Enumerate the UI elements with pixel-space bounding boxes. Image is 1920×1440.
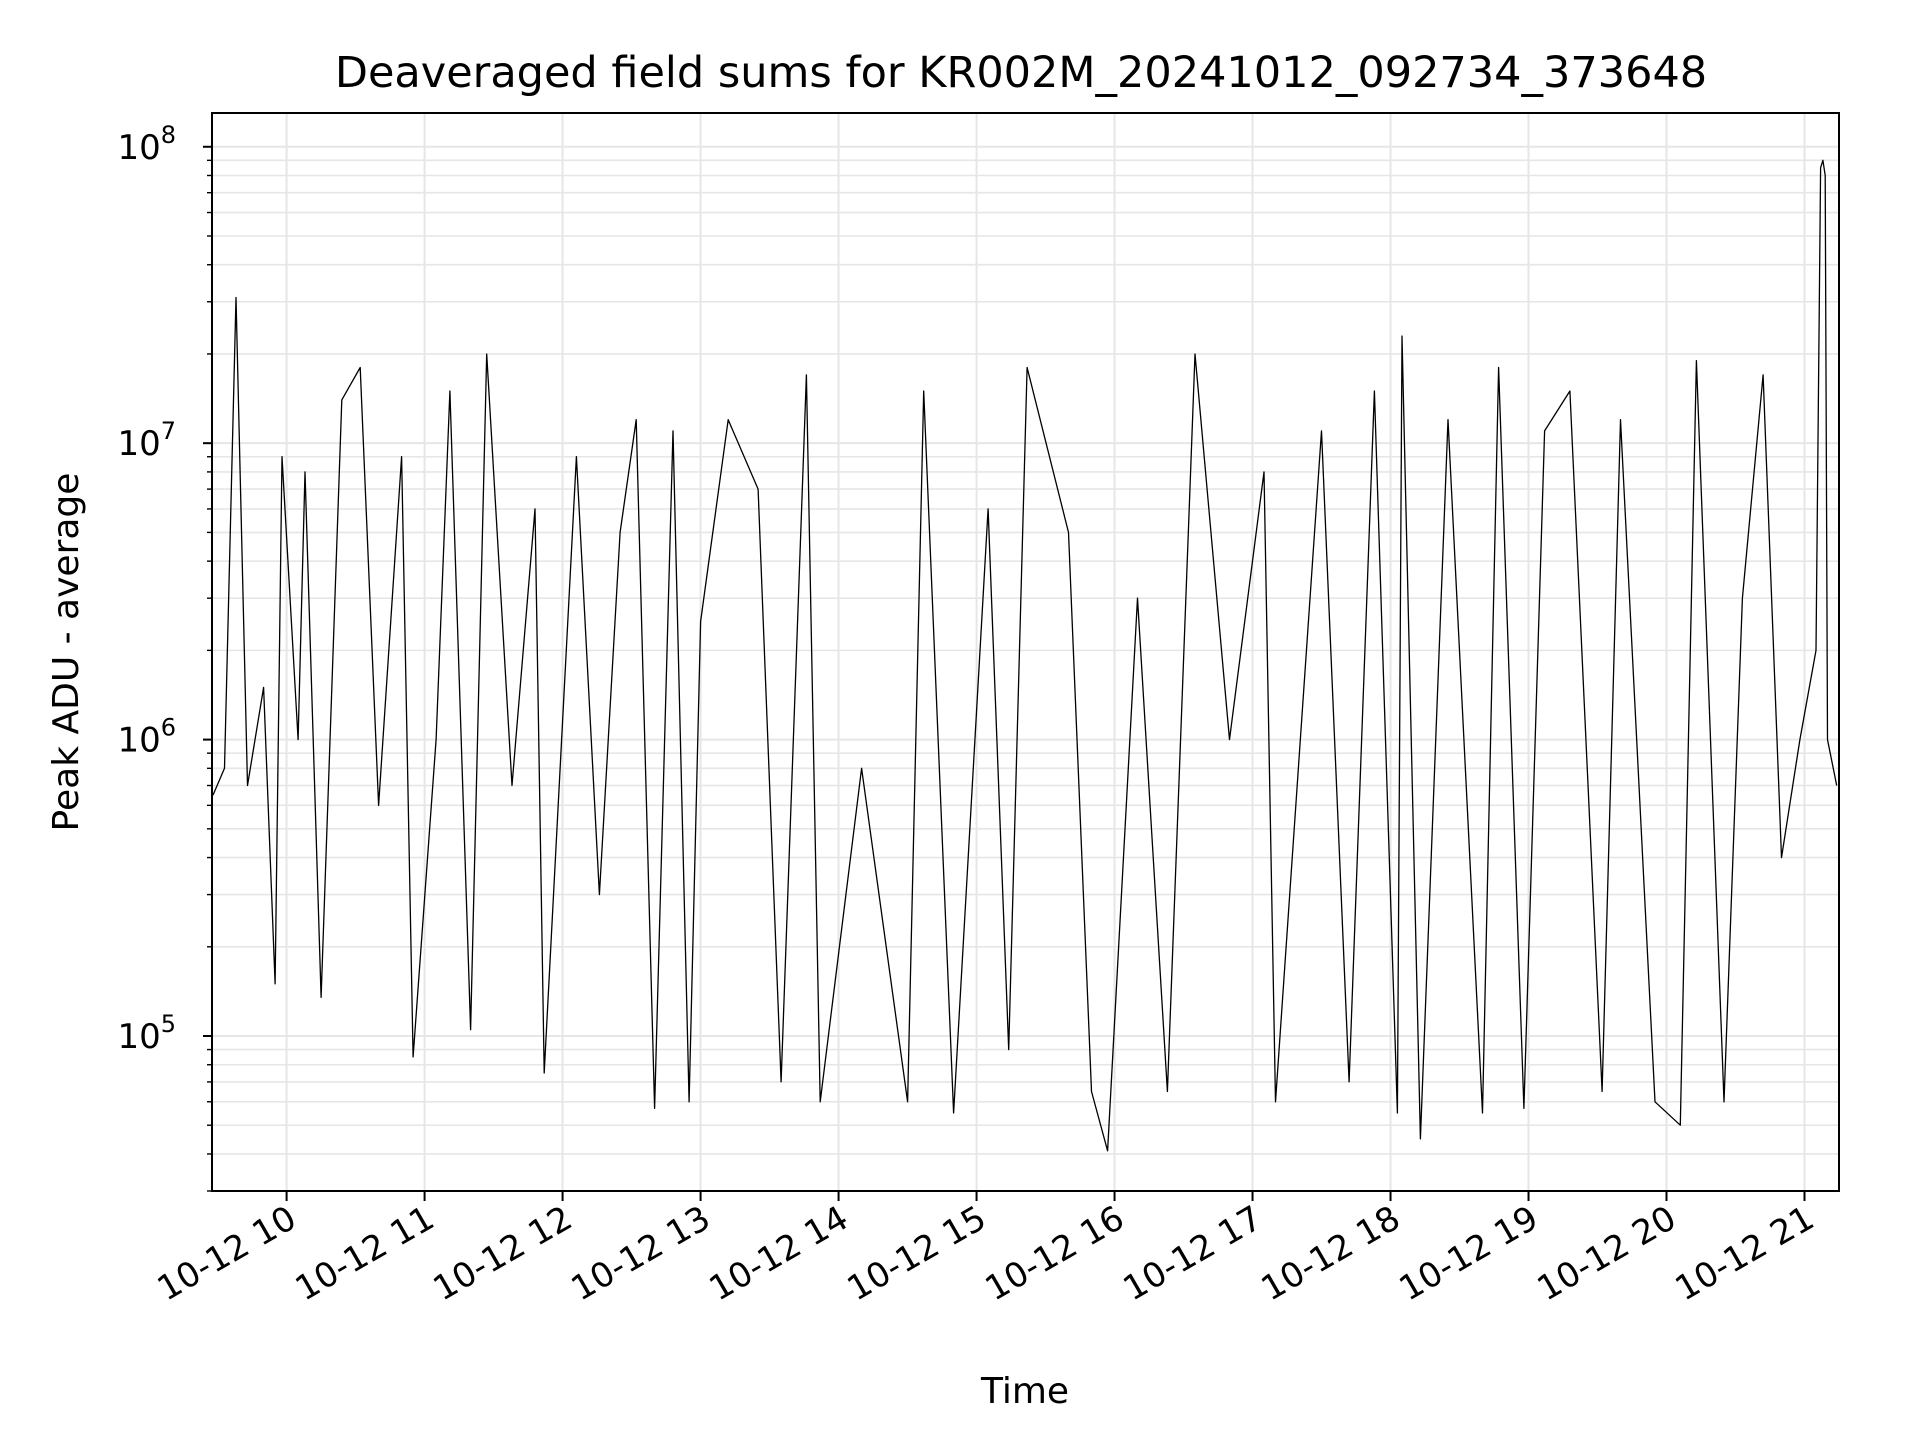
x-tick-label: 10-12 21 bbox=[1669, 1198, 1821, 1309]
x-tick-label: 10-12 20 bbox=[1531, 1198, 1683, 1309]
x-tick-label: 10-12 18 bbox=[1255, 1198, 1407, 1309]
y-tick-label: 107 bbox=[117, 417, 176, 464]
x-tick-label: 10-12 16 bbox=[979, 1198, 1131, 1309]
x-tick-label: 10-12 14 bbox=[703, 1198, 855, 1309]
plot-frame bbox=[211, 112, 1840, 1192]
y-tick-label: 106 bbox=[117, 714, 176, 761]
y-tick-exponent: 5 bbox=[161, 1010, 176, 1038]
y-tick-base: 10 bbox=[117, 721, 160, 761]
chart-title: Deaveraged field sums for KR002M_2024101… bbox=[335, 48, 1707, 98]
series-group bbox=[212, 159, 1838, 1152]
x-tick-label: 10-12 17 bbox=[1117, 1198, 1269, 1309]
x-tick-label: 10-12 12 bbox=[427, 1198, 579, 1309]
y-tick-base: 10 bbox=[117, 424, 160, 464]
x-tick-label: 10-12 11 bbox=[289, 1198, 441, 1309]
y-tick-label: 108 bbox=[117, 121, 176, 168]
x-tick-label: 10-12 13 bbox=[565, 1198, 717, 1309]
grid bbox=[212, 113, 1839, 1192]
x-tick-label: 10-12 10 bbox=[151, 1198, 303, 1309]
y-tick-label: 105 bbox=[117, 1010, 176, 1057]
y-axis-label: Peak ADU - average bbox=[46, 473, 87, 832]
series-line bbox=[212, 159, 1838, 1152]
y-tick-exponent: 7 bbox=[161, 417, 176, 445]
x-tick-label: 10-12 19 bbox=[1393, 1198, 1545, 1309]
x-axis-label: Time bbox=[980, 1371, 1069, 1412]
y-tick-exponent: 8 bbox=[161, 121, 176, 149]
y-tick-base: 10 bbox=[117, 1017, 160, 1057]
y-tick-base: 10 bbox=[117, 128, 160, 168]
x-tick-label: 10-12 15 bbox=[841, 1198, 993, 1309]
y-tick-exponent: 6 bbox=[161, 714, 176, 742]
